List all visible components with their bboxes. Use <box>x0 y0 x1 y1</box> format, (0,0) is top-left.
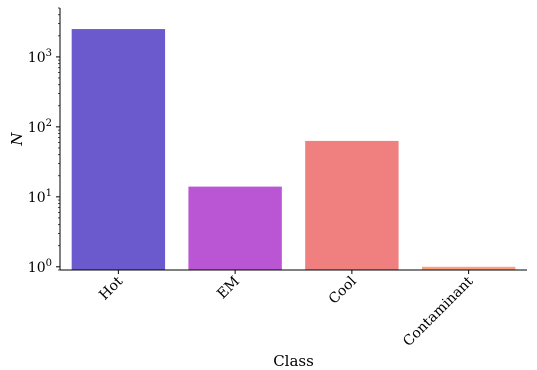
x-tick-label-contaminant: Contaminant <box>400 273 477 350</box>
x-tick-label-em: EM <box>214 274 243 303</box>
y-tick-label: 102 <box>28 118 52 136</box>
x-axis-ticks: Hot EM Cool Contaminant <box>96 270 477 350</box>
bar-hot <box>71 29 166 271</box>
bar-em <box>188 186 282 270</box>
bar-cool <box>305 140 399 270</box>
plot-area <box>71 29 516 271</box>
y-tick-label: 100 <box>28 258 52 276</box>
y-tick-label: 101 <box>28 188 52 206</box>
x-axis-label: Class <box>273 352 314 370</box>
bar-contaminant <box>421 266 516 270</box>
x-tick-label-cool: Cool <box>326 273 360 307</box>
x-tick-label-hot: Hot <box>96 273 126 303</box>
y-axis-label: N <box>8 132 26 147</box>
y-axis-ticks: 100 101 102 103 <box>28 7 60 276</box>
y-tick-label: 103 <box>28 48 52 66</box>
